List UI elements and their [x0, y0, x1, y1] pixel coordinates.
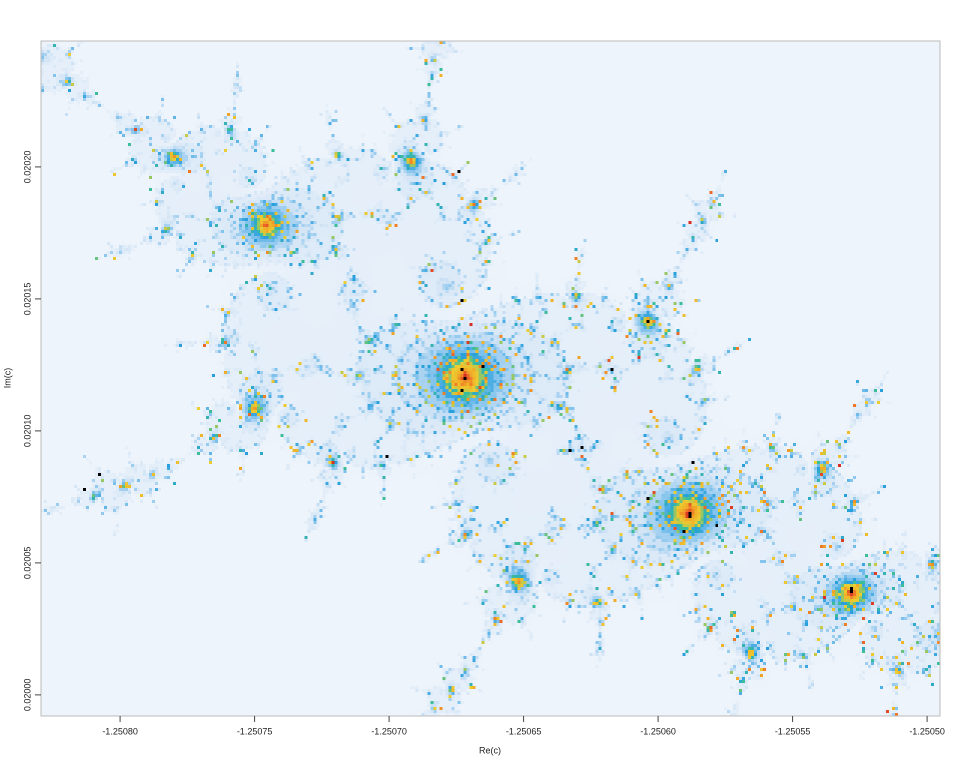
fractal-image: [41, 41, 941, 717]
